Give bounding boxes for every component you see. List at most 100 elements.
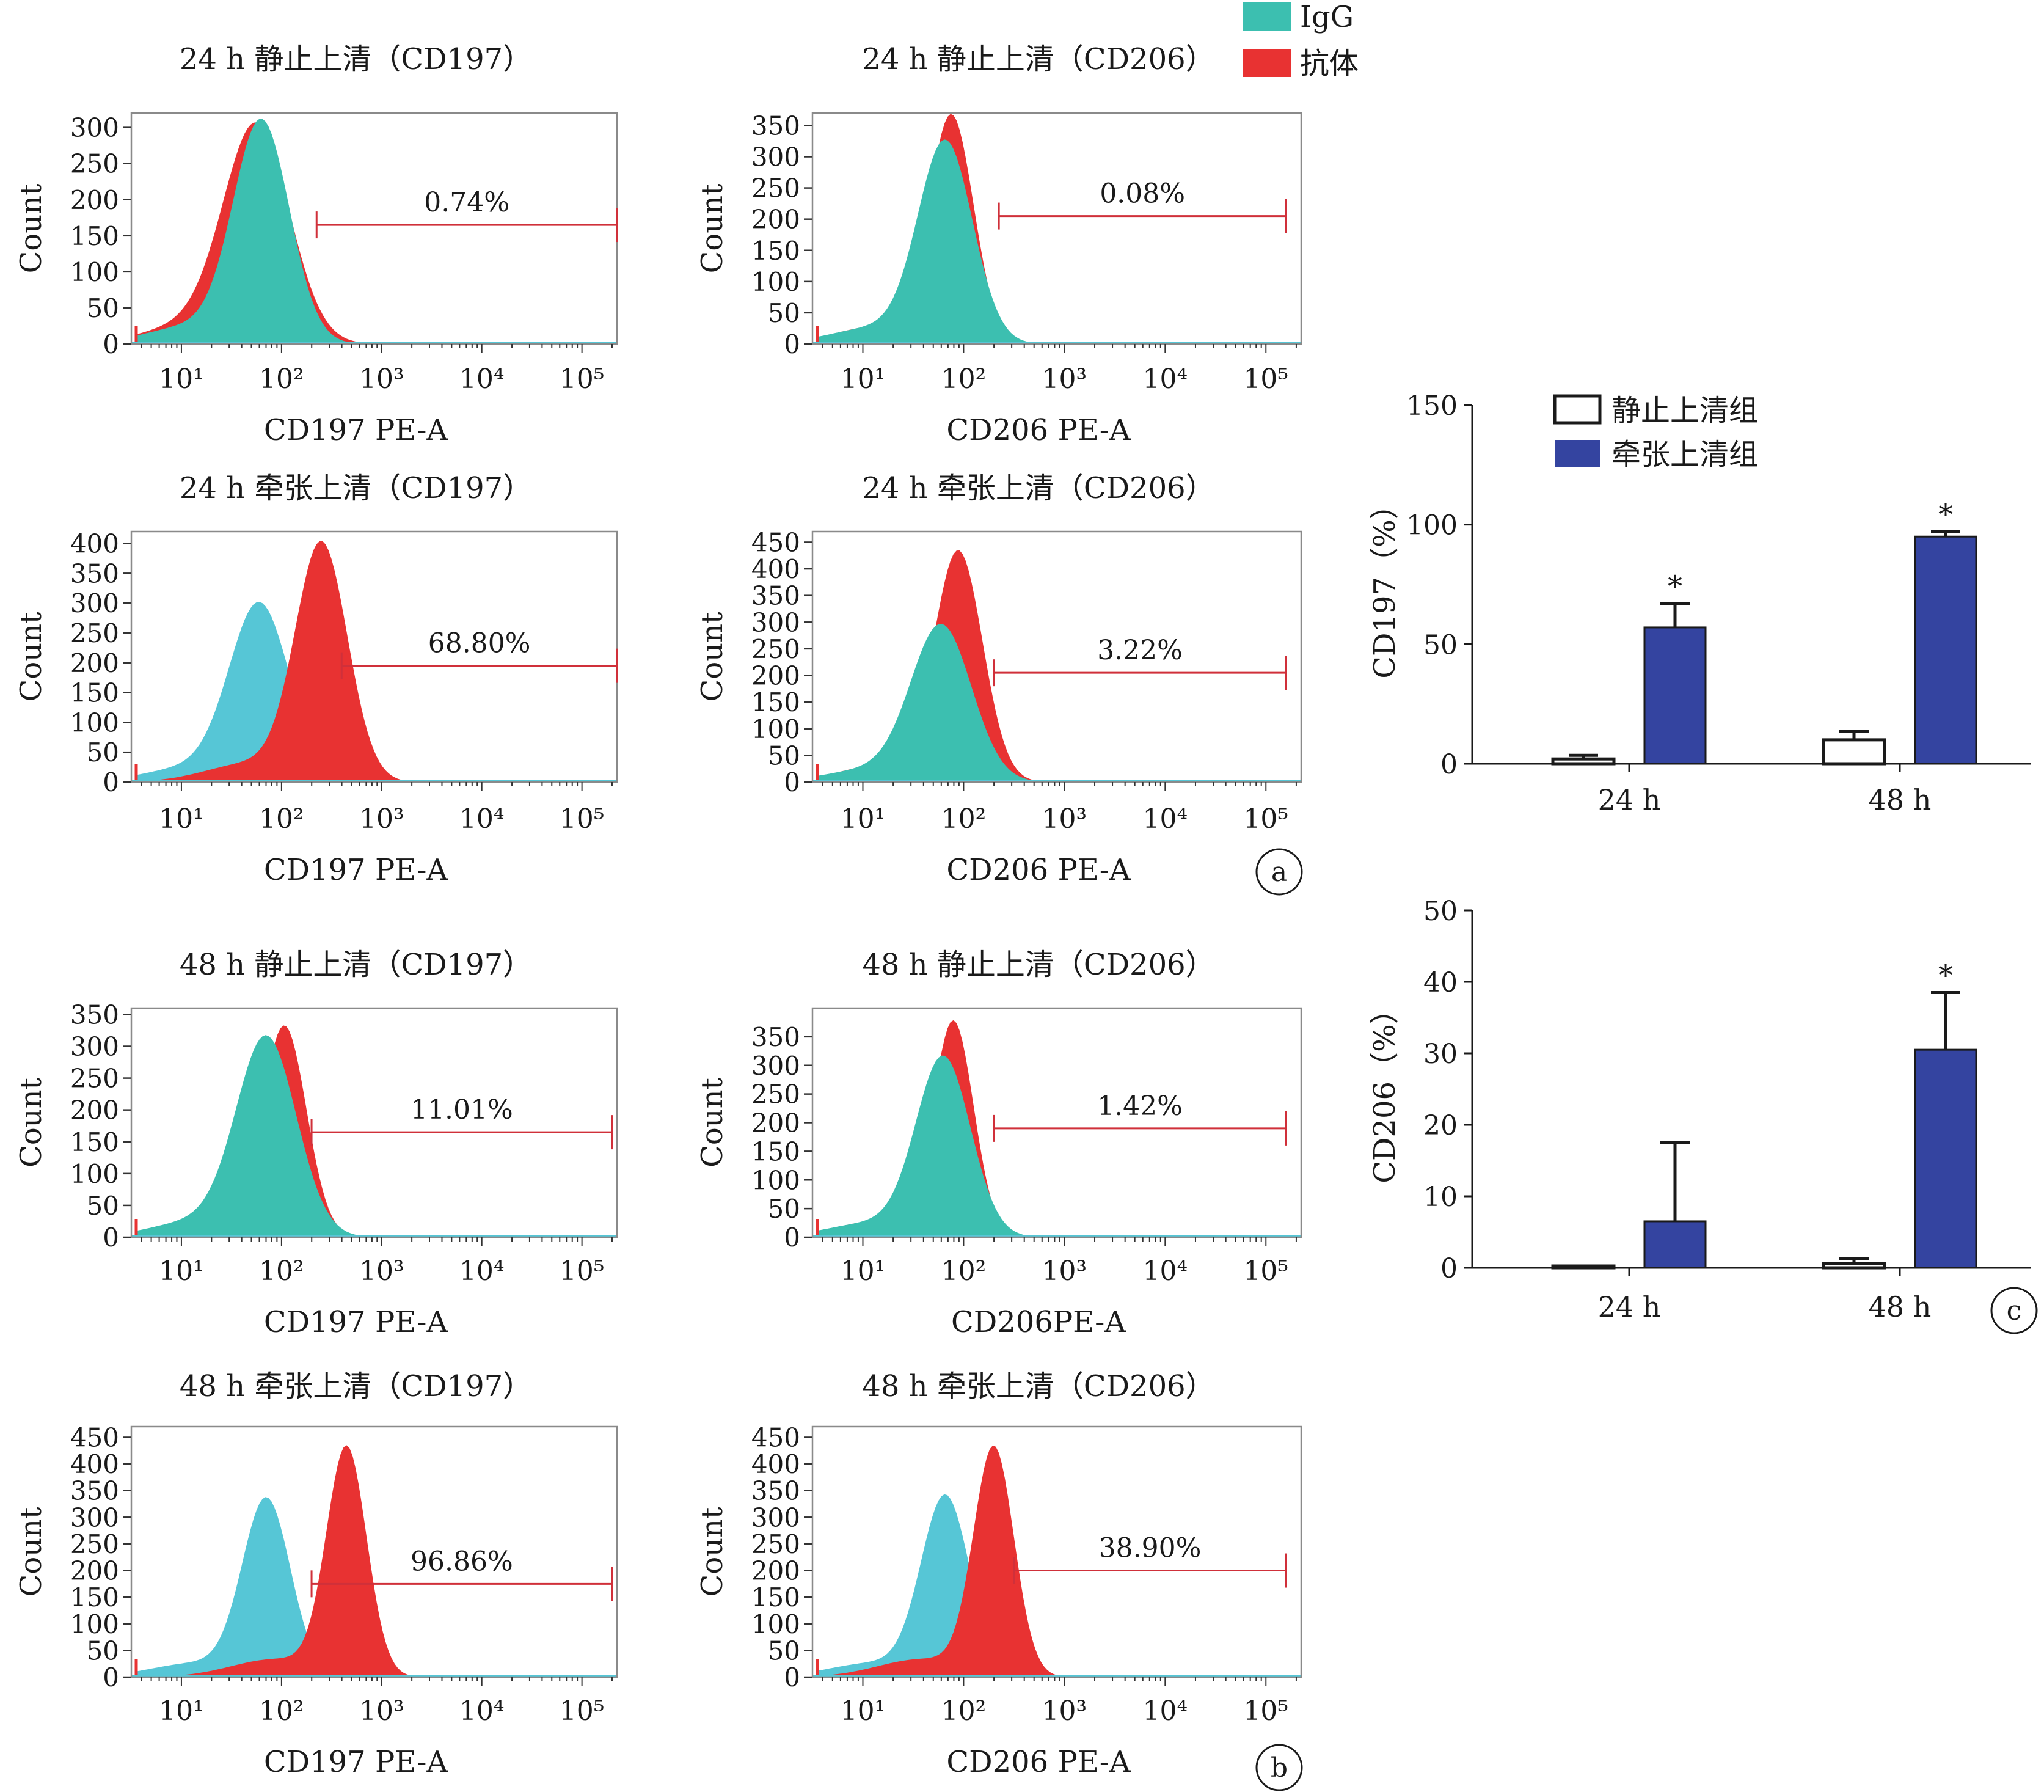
y-tick-label: 150 xyxy=(751,687,800,717)
x-tick-label: 10⁴ xyxy=(1142,803,1188,835)
x-tick-label: 10⁵ xyxy=(1243,364,1288,395)
panel-label-b: b xyxy=(1271,1752,1288,1783)
bar-static xyxy=(1822,738,1886,766)
y-tick-label: 300 xyxy=(70,113,119,143)
x-tick-label: 10¹ xyxy=(841,1256,886,1287)
y-tick-label: 400 xyxy=(70,529,119,559)
y-tick-label: 50 xyxy=(1423,896,1458,927)
histogram-curve-igg xyxy=(817,624,1301,782)
x-axis-label: CD197 PE-A xyxy=(264,413,449,447)
y-tick-label: 100 xyxy=(70,1609,119,1639)
gate-percentage-label: 68.80% xyxy=(428,628,531,659)
y-tick-label: 50 xyxy=(1423,629,1458,660)
y-tick-label: 0 xyxy=(784,1662,800,1692)
x-tick-label: 10³ xyxy=(359,1256,404,1287)
y-tick-label: 300 xyxy=(751,1051,800,1081)
gate-percentage-label: 1.42% xyxy=(1097,1091,1183,1122)
bar-stretch xyxy=(1914,1048,1977,1269)
y-tick-label: 50 xyxy=(87,293,119,323)
y-tick-label: 300 xyxy=(70,1502,119,1532)
x-tick-label: 10² xyxy=(259,1695,304,1727)
y-tick-label: 200 xyxy=(70,1556,119,1586)
y-tick-label: 200 xyxy=(70,648,119,678)
y-tick-label: 250 xyxy=(751,1529,800,1559)
legend-swatch-stretch xyxy=(1555,440,1600,467)
gate-percentage-label: 0.08% xyxy=(1100,178,1185,210)
y-tick-label: 400 xyxy=(751,554,800,584)
y-tick-label: 250 xyxy=(70,149,119,179)
significance-mark: * xyxy=(1668,569,1682,604)
panel-label-a: a xyxy=(1271,857,1287,888)
bar-static xyxy=(1551,757,1616,766)
y-axis-label: Count xyxy=(14,184,48,274)
y-tick-label: 250 xyxy=(70,1529,119,1559)
y-tick-label: 100 xyxy=(751,714,800,744)
x-tick-label: 48 h xyxy=(1869,1290,1932,1323)
y-tick-label: 200 xyxy=(751,205,800,235)
x-tick-label: 10³ xyxy=(359,803,404,835)
histogram-frame xyxy=(811,530,1302,783)
y-axis-label: Count xyxy=(14,1078,48,1168)
histogram-title: 48 h 牵张上清（CD197） xyxy=(180,1369,532,1403)
x-tick-label: 10⁴ xyxy=(459,364,505,395)
histogram-frame xyxy=(811,1007,1302,1238)
y-tick-label: 150 xyxy=(751,1582,800,1612)
x-tick-label: 24 h xyxy=(1598,1290,1661,1323)
x-tick-label: 10⁴ xyxy=(1142,364,1188,395)
y-tick-label: 0 xyxy=(103,1223,119,1253)
histogram-panel-3: 24 h 牵张上清（CD197） 050100150200250300350400… xyxy=(14,471,618,887)
y-tick-label: 100 xyxy=(70,1159,119,1189)
x-tick-label: 10¹ xyxy=(841,803,886,835)
gate-percentage-label: 0.74% xyxy=(424,187,509,218)
panel-label-c: c xyxy=(2007,1295,2022,1326)
histogram-panel-8: 48 h 牵张上清（CD206） 050100150200250300350400… xyxy=(695,1369,1302,1779)
x-tick-label: 10⁵ xyxy=(1243,803,1288,835)
x-tick-label: 10³ xyxy=(1042,1256,1087,1287)
x-tick-label: 10³ xyxy=(359,1695,404,1727)
y-tick-label: 250 xyxy=(70,618,119,648)
histogram-curve-igg xyxy=(136,1035,617,1237)
y-tick-label: 350 xyxy=(751,1022,800,1052)
x-tick-label: 10¹ xyxy=(159,803,204,835)
x-axis-label: CD197 PE-A xyxy=(264,1305,449,1339)
x-tick-label: 10¹ xyxy=(159,1256,204,1287)
x-axis-label: CD206 PE-A xyxy=(946,413,1131,447)
y-tick-label: 350 xyxy=(751,581,800,611)
y-tick-label: 100 xyxy=(70,708,119,737)
y-tick-label: 250 xyxy=(751,634,800,664)
y-tick-label: 200 xyxy=(751,1108,800,1138)
x-tick-label: 10¹ xyxy=(841,1695,886,1727)
histogram-panel-1: 24 h 静止上清（CD197） 0 50 100 150 200 250 300 Count 1… xyxy=(14,42,618,447)
bar-chart-2: 0 10 20 30 40 50 CD206（%） 24 h 48 h * xyxy=(1368,896,2031,1323)
x-tick-label: 48 h xyxy=(1869,783,1932,816)
histogram-title: 24 h 牵张上清（CD197） xyxy=(180,471,532,505)
y-tick-label: 50 xyxy=(768,1636,800,1666)
histogram-title: 24 h 静止上清（CD206） xyxy=(862,42,1214,76)
x-tick-label: 10⁴ xyxy=(1142,1256,1188,1287)
x-tick-label: 10¹ xyxy=(159,1695,204,1727)
x-tick-label: 10⁵ xyxy=(560,1256,605,1287)
x-tick-label: 10⁵ xyxy=(1243,1256,1288,1287)
y-tick-label: 10 xyxy=(1423,1182,1458,1213)
y-tick-label: 40 xyxy=(1423,967,1458,998)
y-tick-label: 100 xyxy=(70,257,119,287)
histogram-curve-igg xyxy=(136,119,617,344)
x-tick-label: 10² xyxy=(259,803,304,835)
x-axis-label: CD197 PE-A xyxy=(264,1745,449,1779)
y-tick-label: 100 xyxy=(751,1165,800,1195)
x-tick-label: 10² xyxy=(941,803,987,835)
legend-label-static: 静止上清组 xyxy=(1611,393,1758,428)
histogram-frame xyxy=(130,1007,618,1238)
y-tick-label: 350 xyxy=(70,1476,119,1506)
histogram-panel-4: 24 h 牵张上清（CD206） 050100150200250300350400… xyxy=(695,471,1302,887)
y-tick-label: 50 xyxy=(87,737,119,767)
y-tick-label: 450 xyxy=(70,1422,119,1452)
y-tick-label: 0 xyxy=(784,767,800,797)
histogram-curve-igg xyxy=(136,1497,617,1677)
y-tick-label: 150 xyxy=(70,678,119,708)
histogram-panels: 24 h 静止上清（CD197）050100150200250300Count1… xyxy=(14,42,1302,1779)
